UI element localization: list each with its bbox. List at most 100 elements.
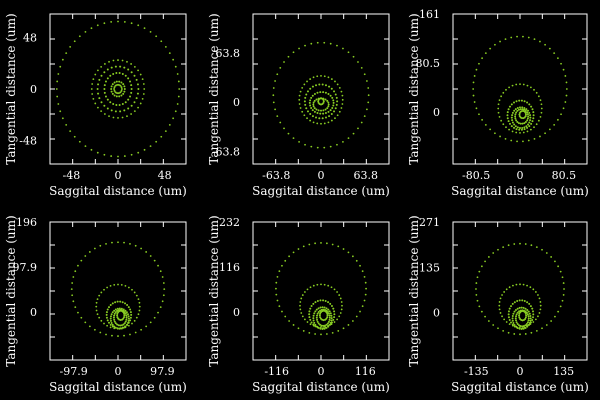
spot-ring (299, 283, 343, 328)
spot-point (518, 106, 521, 109)
spot-point (320, 109, 322, 112)
spot-point (501, 315, 503, 318)
spot-point (335, 96, 338, 99)
spot-point (69, 46, 72, 48)
spot-point (309, 286, 312, 289)
spot-point (298, 98, 301, 101)
spot-point (338, 294, 341, 296)
spot-point (272, 101, 275, 104)
spot-point (140, 247, 143, 250)
spot-point (100, 65, 103, 68)
spot-point (172, 117, 175, 120)
spot-point (121, 59, 124, 62)
spot-point (508, 128, 511, 131)
spot-point (337, 245, 340, 248)
spot-point (109, 315, 112, 318)
spot-point (133, 74, 136, 77)
spot-point (98, 78, 101, 81)
y-tick-label: 0 (30, 83, 37, 96)
spot-point (557, 118, 559, 121)
spot-point (527, 139, 530, 142)
spot-point (110, 155, 113, 157)
spot-point (130, 104, 133, 107)
spot-point (162, 282, 165, 284)
spot-point (522, 35, 524, 38)
spot-point (104, 80, 107, 83)
spot-point (518, 312, 521, 315)
spot-point (351, 255, 354, 258)
spot-point (90, 27, 93, 30)
spot-point (340, 308, 343, 311)
spot-point (553, 52, 556, 54)
spot-point (118, 80, 121, 83)
spot-point (537, 95, 540, 98)
spot-point (507, 316, 510, 319)
spot-ring (110, 80, 126, 98)
spot-point (366, 108, 368, 111)
spot-point (297, 327, 300, 330)
spot-point (364, 281, 367, 284)
spot-point (131, 288, 133, 291)
plot-frame (49, 13, 187, 165)
spot-point (161, 276, 164, 278)
spot-point (314, 323, 317, 326)
spot-point (519, 242, 521, 245)
spot-point (272, 87, 275, 89)
spot-point (322, 101, 325, 104)
spot-point (347, 137, 350, 140)
spot-point (494, 43, 496, 46)
x-tick-label: -63.8 (262, 169, 290, 182)
spot-point (111, 83, 114, 86)
spot-point (326, 322, 329, 325)
spot-point (177, 95, 180, 98)
spot-point (316, 122, 319, 125)
spot-point (311, 109, 314, 112)
spot-point (515, 319, 518, 322)
spot-point (364, 293, 367, 296)
spot-point (513, 333, 516, 335)
spot-point (521, 122, 524, 125)
spot-point (363, 275, 366, 278)
spot-point (80, 316, 83, 319)
spot-ring (275, 242, 367, 336)
spot-point (524, 312, 527, 315)
spot-point (342, 327, 345, 330)
spot-point (359, 264, 361, 267)
spot-point (324, 84, 327, 87)
spot-point (316, 41, 319, 44)
spot-point (322, 91, 325, 94)
spot-point (161, 300, 164, 303)
spot-point (516, 322, 519, 325)
spot-point (513, 310, 516, 313)
spot-point (522, 283, 525, 286)
spot-point (341, 304, 343, 307)
spot-point (352, 55, 355, 58)
spot-point (141, 78, 144, 81)
spot-point (526, 325, 529, 328)
spot-point (526, 126, 529, 129)
spot-point (517, 108, 520, 111)
spot-point (287, 132, 290, 135)
spot-point (524, 333, 527, 335)
spot-point (312, 105, 315, 108)
spot-point (103, 288, 105, 291)
spot-point (502, 91, 505, 94)
plot-frame (452, 221, 588, 361)
x-tick-label: 48 (158, 169, 172, 182)
spot-point (327, 325, 330, 328)
spot-point (526, 301, 529, 304)
spot-point (153, 259, 156, 262)
spot-point (525, 125, 528, 128)
spot-point (105, 311, 108, 314)
spot-point (112, 116, 115, 119)
spot-point (129, 308, 132, 311)
spot-point (530, 331, 533, 334)
spot-point (316, 318, 319, 321)
spot-point (529, 119, 532, 122)
spot-point (489, 128, 492, 131)
spot-point (514, 117, 517, 120)
spot-point (478, 305, 481, 308)
spot-point (314, 301, 317, 304)
spot-point (529, 317, 532, 320)
spot-point (135, 316, 138, 319)
